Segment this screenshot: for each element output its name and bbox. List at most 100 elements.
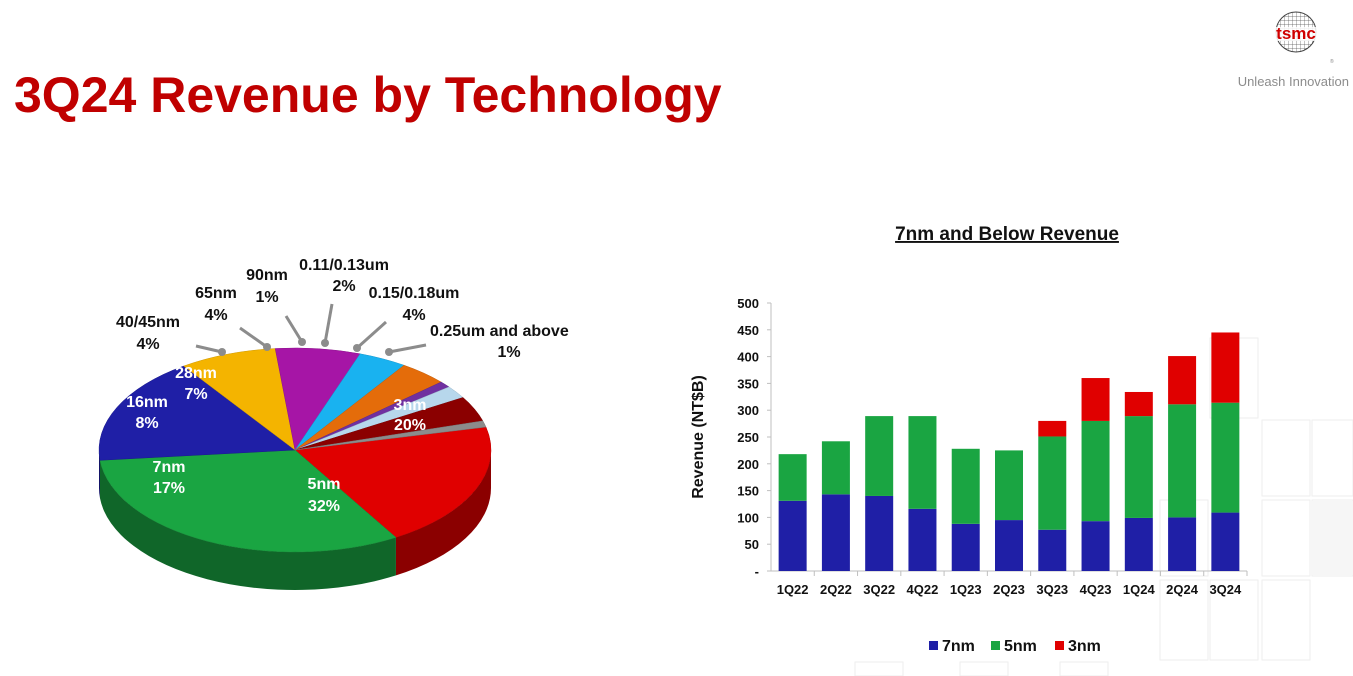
pie-leader-dot-40-45nm [218, 348, 226, 356]
logo-text: tsmc [1276, 24, 1316, 43]
pie-pct-40-45nm: 4% [136, 336, 159, 353]
bar-5nm-4q22 [908, 416, 937, 509]
pie-pct-7nm: 17% [153, 480, 185, 497]
pie-pct-16nm: 8% [135, 415, 158, 432]
pie-slice-7nm [98, 365, 296, 461]
bar-7nm-1q24 [1124, 517, 1153, 571]
pie-pct-0-11-0-13um: 2% [332, 278, 355, 295]
pie-leader-dot-0-25um-and-above [385, 348, 393, 356]
y-tick-label: 50 [745, 537, 759, 552]
page-title: 3Q24 Revenue by Technology [14, 67, 722, 123]
pie-pct-5nm: 32% [308, 498, 340, 515]
x-tick-label: 1Q23 [950, 582, 982, 597]
x-tick-label: 2Q23 [993, 582, 1025, 597]
y-tick-label: 350 [737, 376, 759, 391]
pie-leader-dot-0-11-0-13um [321, 339, 329, 347]
legend-swatch-3nm [1055, 641, 1064, 650]
bar-3nm-2q24 [1168, 356, 1197, 405]
y-tick-label: 150 [737, 484, 759, 499]
bar-5nm-4q23 [1081, 420, 1110, 522]
bar-5nm-2q22 [821, 441, 850, 495]
bar-7nm-2q22 [821, 494, 850, 571]
legend-label-3nm: 3nm [1068, 638, 1101, 655]
pie-label-28nm: 28nm [175, 365, 217, 382]
pie-side-3nm [395, 450, 491, 576]
bar-5nm-1q24 [1124, 416, 1153, 518]
legend-swatch-7nm [929, 641, 938, 650]
x-tick-label: 1Q22 [777, 582, 809, 597]
pie-label-7nm: 7nm [153, 459, 186, 476]
bar-5nm-3q22 [865, 416, 894, 496]
legend-swatch-5nm [991, 641, 1000, 650]
bar-5nm-1q22 [778, 454, 807, 501]
bar-7nm-2q23 [995, 520, 1023, 571]
bar-3nm-4q23 [1081, 378, 1110, 421]
y-axis-label: Revenue (NT$B) [690, 375, 707, 499]
pie-side-5nm [100, 460, 396, 591]
x-tick-label: 3Q23 [1036, 582, 1068, 597]
pie-leader-dot-65nm [263, 343, 271, 351]
pie-side-7nm [99, 450, 101, 499]
tagline: Unleash Innovation [1237, 74, 1349, 89]
y-tick-label: 100 [737, 510, 759, 525]
x-tick-label: 4Q23 [1080, 582, 1112, 597]
legend-label-5nm: 5nm [1004, 638, 1037, 655]
pie-leader-40-45nm [195, 344, 223, 354]
pie-leader-90nm [284, 315, 304, 343]
pie-leader-dot-90nm [298, 338, 306, 346]
bar-7nm-3q22 [865, 495, 894, 571]
pie-chart: 3nm 20% 5nm 32% 7nm 17% 16nm 8% 28nm 7% 40/45nm 4% 6… [98, 257, 569, 591]
pie-label-90nm: 90nm [246, 267, 288, 284]
x-tick-label: 3Q24 [1209, 582, 1242, 597]
y-tick-label: 450 [737, 323, 759, 338]
bar-7nm-1q23 [951, 523, 980, 571]
bar-chart: 7nm and Below Revenue - 50 100 150 200 250 300 3… [690, 224, 1248, 655]
pie-leader-0-11-0-13um [323, 303, 334, 344]
bar-5nm-1q23 [951, 448, 980, 524]
bar-5nm-3q24 [1211, 402, 1240, 513]
x-tick-label: 2Q24 [1166, 582, 1199, 597]
pie-slice-3nm [294, 426, 492, 538]
pie-pct-28nm: 7% [184, 386, 207, 403]
bar-7nm-3q24 [1211, 512, 1240, 571]
bar-7nm-3q23 [1038, 529, 1067, 571]
y-tick-label: 300 [737, 403, 759, 418]
bar-7nm-4q23 [1081, 521, 1110, 571]
pie-label-16nm: 16nm [126, 394, 168, 411]
pie-leader-dot-0-15-0-18um [353, 344, 361, 352]
pie-leader-65nm [239, 326, 268, 349]
pie-label-0-15-0-18um: 0.15/0.18um [369, 285, 460, 302]
bar-3nm-3q24 [1211, 332, 1240, 403]
tsmc-logo: tsmc ® [1264, 11, 1334, 65]
bar-5nm-3q23 [1038, 436, 1067, 530]
bar-5nm-2q23 [995, 450, 1023, 521]
bar-chart-title: 7nm and Below Revenue [895, 224, 1119, 245]
pie-slice-16nm [183, 348, 296, 451]
bar-7nm-4q22 [908, 508, 937, 571]
y-tick-label: 200 [737, 457, 759, 472]
bar-5nm-2q24 [1168, 404, 1197, 518]
pie-label-3nm: 3nm [394, 397, 427, 414]
x-tick-label: 1Q24 [1123, 582, 1156, 597]
y-tick-label: 400 [737, 350, 759, 365]
pie-pct-90nm: 1% [255, 289, 278, 306]
pie-label-0-25um-and-above: 0.25um and above [430, 323, 569, 340]
pie-label-65nm: 65nm [195, 285, 237, 302]
y-tick-label: 250 [737, 430, 759, 445]
x-tick-label: 3Q22 [863, 582, 895, 597]
pie-label-5nm: 5nm [308, 476, 341, 493]
pie-pct-0-25um-and-above: 1% [497, 344, 520, 361]
legend-label-7nm: 7nm [942, 638, 975, 655]
pie-pct-0-15-0-18um: 4% [402, 307, 425, 324]
pie-label-40-45nm: 40/45nm [116, 314, 180, 331]
x-tick-label: 4Q22 [907, 582, 939, 597]
pie-leader-0-25um-and-above [388, 343, 427, 354]
bar-7nm-1q22 [778, 500, 807, 571]
svg-text:®: ® [1330, 58, 1334, 65]
bar-3nm-3q23 [1038, 420, 1067, 437]
x-tick-label: 2Q22 [820, 582, 852, 597]
pie-slice-5nm [99, 449, 397, 553]
pie-slice-0-25um-and-above [294, 420, 487, 451]
y-tick-label: 500 [737, 296, 759, 311]
